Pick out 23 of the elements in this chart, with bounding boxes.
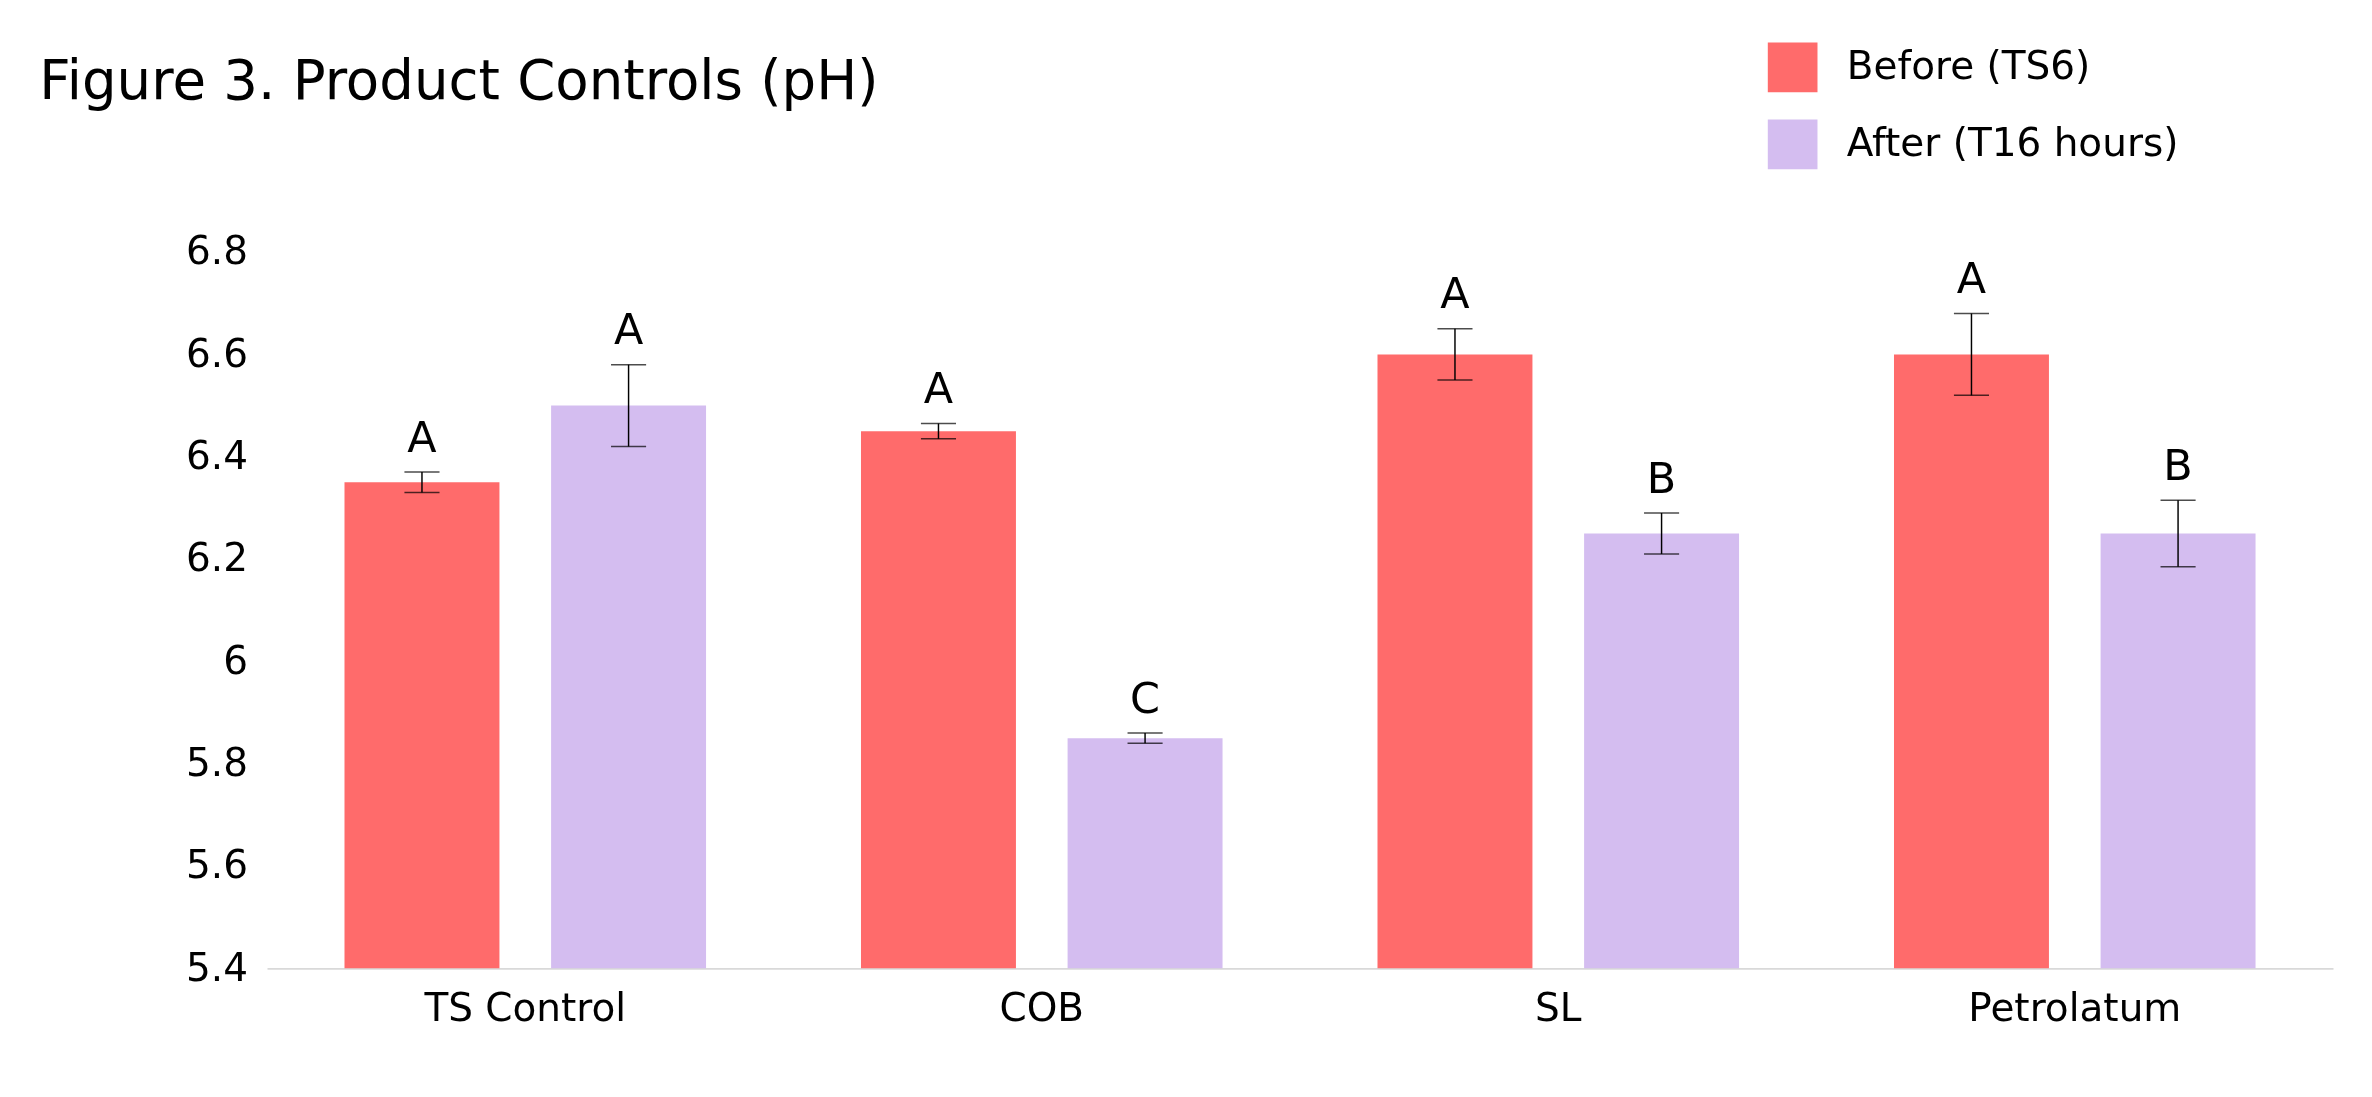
y-tick-label: 6.2 bbox=[186, 535, 249, 581]
annotation: A bbox=[407, 411, 437, 462]
x-tick-label: Petrolatum bbox=[1968, 985, 2182, 1031]
legend-label: After (T16 hours) bbox=[1846, 120, 2179, 166]
y-tick-label: 5.6 bbox=[186, 842, 249, 888]
x-tick-label: SL bbox=[1535, 985, 1582, 1031]
x-tick-label: COB bbox=[999, 985, 1085, 1031]
annotation: A bbox=[1440, 268, 1470, 319]
annotation: A bbox=[613, 304, 644, 355]
y-tick-label: 6.4 bbox=[186, 432, 249, 478]
annotation: A bbox=[1956, 253, 1987, 304]
annotation: B bbox=[1646, 452, 1677, 503]
y-tick-label: 6.6 bbox=[186, 330, 249, 376]
y-tick-label: 5.8 bbox=[186, 739, 249, 785]
y-tick-label: 5.4 bbox=[186, 944, 249, 990]
y-tick-label: 6.8 bbox=[186, 228, 249, 274]
chart-title: Figure 3. Product Controls (pH) bbox=[39, 48, 879, 113]
y-tick-label: 6 bbox=[223, 637, 249, 683]
annotation: B bbox=[2163, 439, 2193, 490]
annotation: C bbox=[1130, 672, 1161, 723]
legend-label: Before (TS6) bbox=[1846, 43, 2091, 89]
x-tick-label: TS Control bbox=[423, 985, 627, 1031]
annotation: A bbox=[923, 363, 954, 414]
